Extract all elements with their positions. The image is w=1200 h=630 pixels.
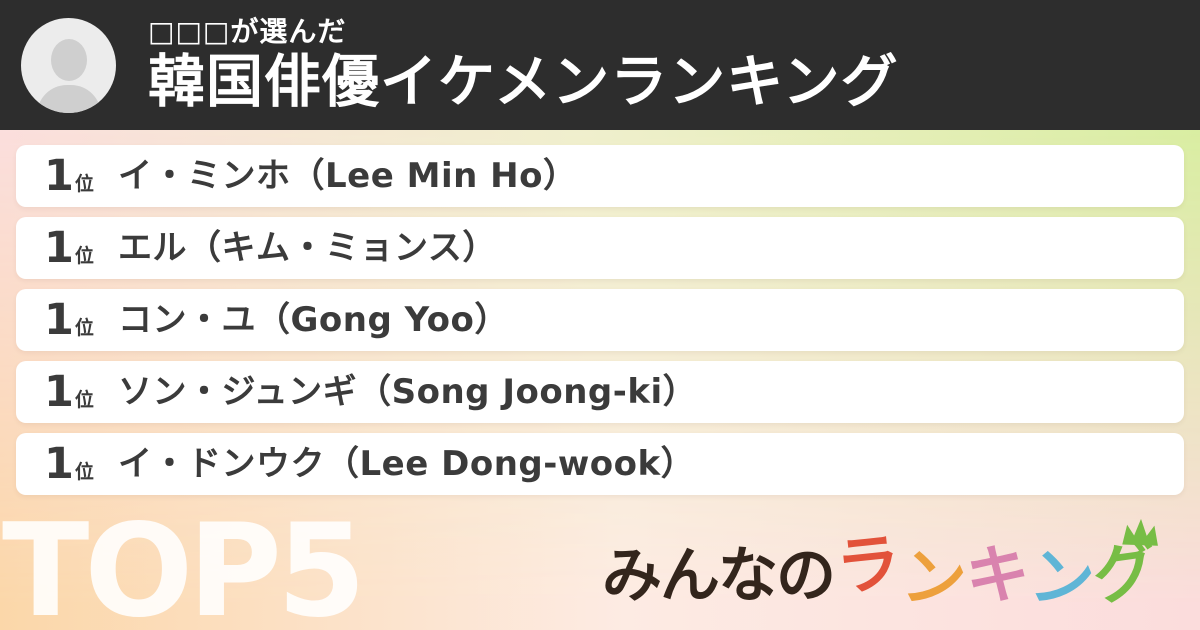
person-icon — [50, 39, 87, 81]
person-icon-body — [36, 85, 101, 113]
rank-unit: 位 — [74, 316, 94, 339]
ranking-list: 1 位 イ・ミンホ（Lee Min Ho） 1 位 エル（キム・ミョンス） 1 … — [16, 145, 1184, 495]
rank-number: 1 — [44, 366, 74, 417]
header-bar: □□□が選んだ 韓国俳優イケメンランキング — [0, 0, 1200, 130]
minna-no-ranking-logo: みんなの ラ ン キ ン グ — [602, 518, 1162, 621]
logo-char-gu: グ — [1088, 518, 1162, 615]
rank-badge: 1 位 — [44, 222, 96, 273]
rank-badge: 1 位 — [44, 294, 96, 345]
logo-prefix-text: みんなの — [602, 541, 836, 611]
rank-number: 1 — [44, 222, 74, 273]
logo-colored-text: ラ ン キ ン グ — [833, 518, 1162, 621]
rank-unit: 位 — [74, 388, 94, 411]
rank-entry-name: イ・ミンホ（Lee Min Ho） — [118, 156, 578, 196]
crown-shape — [1122, 518, 1158, 546]
ranking-row: 1 位 エル（キム・ミョンス） — [16, 217, 1184, 279]
ranking-row: 1 位 コン・ユ（Gong Yoo） — [16, 289, 1184, 351]
rank-entry-name: ソン・ジュンギ（Song Joong-ki） — [118, 372, 698, 412]
rank-entry-name: エル（キム・ミョンス） — [118, 228, 497, 268]
rank-unit: 位 — [74, 460, 94, 483]
rank-number: 1 — [44, 438, 74, 489]
ranking-row: 1 位 イ・ドンウク（Lee Dong-wook） — [16, 433, 1184, 495]
rank-entry-name: イ・ドンウク（Lee Dong-wook） — [118, 444, 696, 484]
rank-number: 1 — [44, 294, 74, 345]
header-text: □□□が選んだ 韓国俳優イケメンランキング — [148, 14, 1188, 116]
page-title: 韓国俳優イケメンランキング — [148, 49, 899, 116]
byline: □□□が選んだ — [148, 15, 347, 48]
top5-watermark: TOP5 — [2, 497, 366, 630]
rank-badge: 1 位 — [44, 366, 96, 417]
crown-icon — [1122, 518, 1158, 546]
ranking-row: 1 位 ソン・ジュンギ（Song Joong-ki） — [16, 361, 1184, 423]
logo-char-ra: ラ — [832, 525, 905, 607]
avatar — [21, 18, 116, 113]
rank-unit: 位 — [74, 244, 94, 267]
logo-char-ki: キ — [963, 537, 1032, 615]
rank-unit: 位 — [74, 172, 94, 195]
rank-badge: 1 位 — [44, 150, 96, 201]
rank-badge: 1 位 — [44, 438, 96, 489]
logo-char-n1: ン — [898, 539, 970, 621]
rank-number: 1 — [44, 150, 74, 201]
ranking-row: 1 位 イ・ミンホ（Lee Min Ho） — [16, 145, 1184, 207]
logo-char-n2: ン — [1025, 539, 1099, 621]
rank-entry-name: コン・ユ（Gong Yoo） — [118, 300, 509, 340]
